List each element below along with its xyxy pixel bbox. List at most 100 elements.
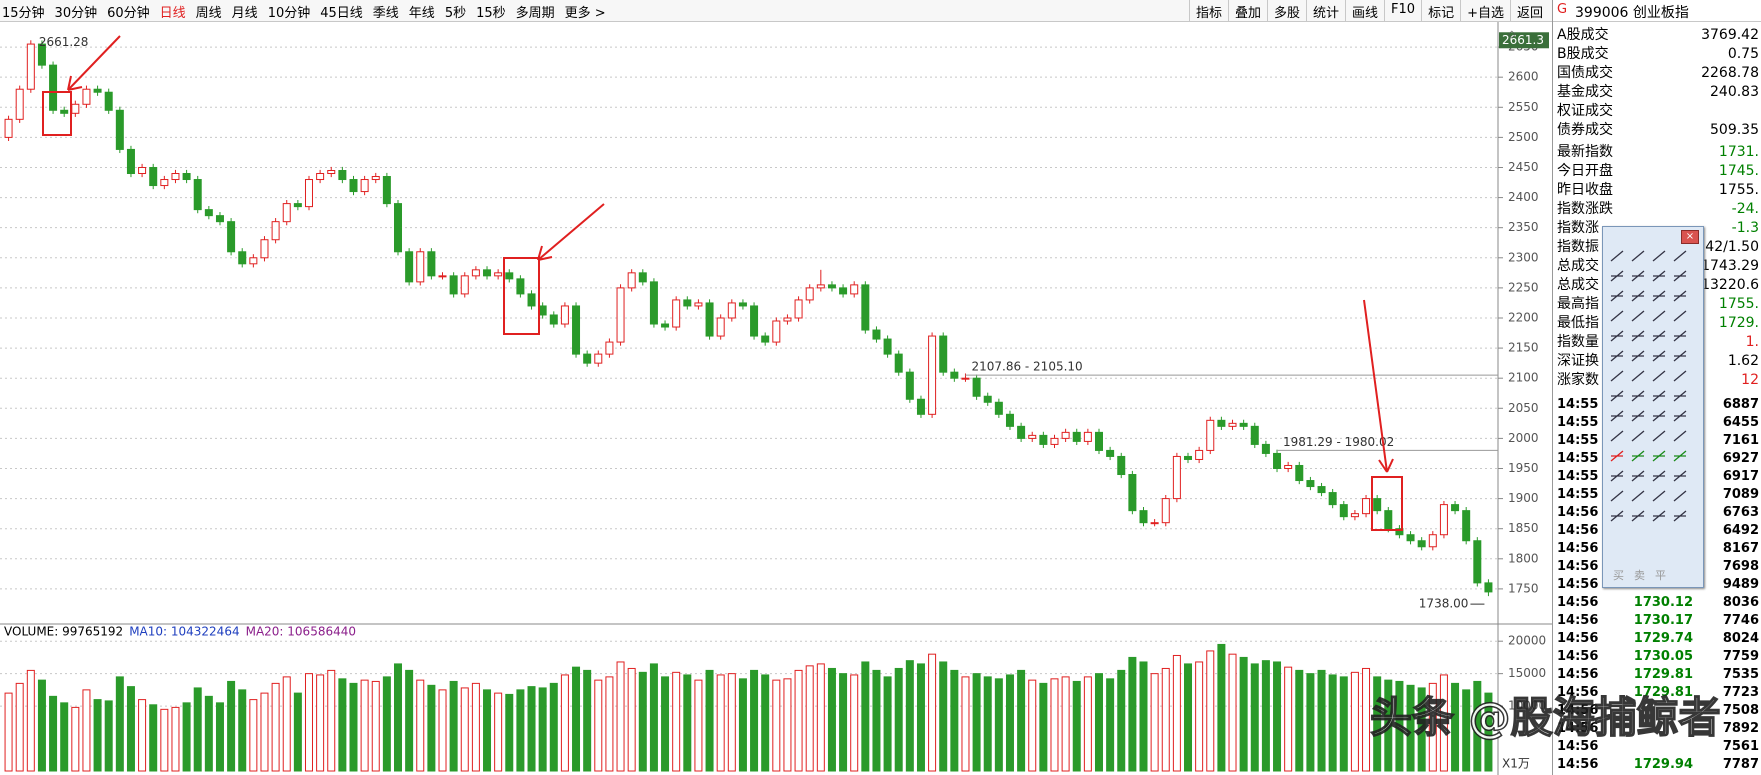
palette-icon[interactable] xyxy=(1631,510,1645,522)
palette-icon[interactable] xyxy=(1673,270,1687,282)
palette-icon[interactable] xyxy=(1610,370,1624,382)
palette-icon[interactable] xyxy=(1652,370,1666,382)
palette-icon[interactable] xyxy=(1631,290,1645,302)
palette-icon[interactable] xyxy=(1673,350,1687,362)
quote-row: 涨家数 12 xyxy=(1557,371,1759,390)
palette-icon[interactable] xyxy=(1673,390,1687,402)
tool-button[interactable]: 多股 xyxy=(1266,0,1306,21)
quote-label: 最新指数 xyxy=(1557,144,1613,160)
period-tab[interactable]: 月线 xyxy=(231,6,258,21)
palette-icon[interactable] xyxy=(1652,330,1666,342)
palette-icon[interactable] xyxy=(1652,490,1666,502)
palette-icon[interactable] xyxy=(1652,250,1666,262)
palette-icon[interactable] xyxy=(1673,410,1687,422)
period-tab[interactable]: 5秒 xyxy=(444,6,467,21)
palette-icon[interactable] xyxy=(1610,470,1624,482)
palette-icon[interactable] xyxy=(1610,250,1624,262)
period-tab[interactable]: 30分钟 xyxy=(54,6,98,21)
palette-icon[interactable] xyxy=(1610,270,1624,282)
volume-bar xyxy=(360,679,369,772)
palette-icon[interactable] xyxy=(1673,330,1687,342)
palette-icon[interactable] xyxy=(1652,390,1666,402)
volume-bar xyxy=(605,676,614,772)
period-tab[interactable]: 日线 xyxy=(159,6,186,21)
volume-bar xyxy=(516,689,525,772)
period-tabs: 15分钟 30分钟 60分钟 日线 周线 月线 10分钟 45日线 季线 年线 5秒 15秒 多周期 更多… xyxy=(2,2,606,21)
palette-icon[interactable] xyxy=(1652,350,1666,362)
palette-icon[interactable] xyxy=(1610,510,1624,522)
period-tab[interactable]: 季线 xyxy=(372,6,399,21)
period-tab[interactable]: 多周期 xyxy=(515,6,555,21)
palette-icon[interactable] xyxy=(1610,490,1624,502)
close-button[interactable]: × xyxy=(1681,230,1699,244)
tool-button[interactable]: 标记 xyxy=(1421,0,1460,21)
tool-button[interactable]: F10 xyxy=(1384,0,1421,21)
palette-icon[interactable] xyxy=(1610,390,1624,402)
volume-bar xyxy=(1395,680,1404,772)
palette-icon[interactable] xyxy=(1652,430,1666,442)
palette-icon[interactable] xyxy=(1631,270,1645,282)
palette-icon[interactable] xyxy=(1610,290,1624,302)
period-tab[interactable]: 更多 > xyxy=(564,6,606,21)
palette-icon[interactable] xyxy=(1610,330,1624,342)
drawing-palette[interactable]: × 买卖平 xyxy=(1602,226,1704,588)
palette-icon[interactable] xyxy=(1652,510,1666,522)
tool-button[interactable]: 叠加 xyxy=(1227,0,1267,21)
period-tab[interactable]: 周线 xyxy=(195,6,222,21)
tool-button[interactable]: 画线 xyxy=(1345,0,1384,21)
period-tab[interactable]: 60分钟 xyxy=(107,6,150,21)
palette-icon[interactable] xyxy=(1652,450,1666,462)
palette-icon[interactable] xyxy=(1673,310,1687,322)
y-tick-label: 2050 xyxy=(1508,401,1539,415)
tool-button[interactable]: 统计 xyxy=(1306,0,1345,21)
candle-body xyxy=(928,335,937,415)
palette-icon[interactable] xyxy=(1631,450,1645,462)
palette-icon[interactable] xyxy=(1673,290,1687,302)
candle-body xyxy=(750,305,759,337)
palette-icon[interactable] xyxy=(1631,410,1645,422)
palette-icon[interactable] xyxy=(1652,470,1666,482)
palette-icon[interactable] xyxy=(1631,390,1645,402)
period-tab[interactable]: 45日线 xyxy=(320,6,363,21)
tool-button[interactable]: 返回 xyxy=(1509,0,1549,21)
tick-time: 14:56 xyxy=(1557,595,1599,610)
volume-bar xyxy=(93,699,102,772)
palette-icon[interactable] xyxy=(1610,430,1624,442)
palette-icon[interactable] xyxy=(1673,490,1687,502)
palette-icon[interactable] xyxy=(1631,470,1645,482)
period-tab[interactable]: 10分钟 xyxy=(267,6,311,21)
volume-bar xyxy=(1150,673,1159,772)
palette-icon[interactable] xyxy=(1610,350,1624,362)
tick-time: 14:56 xyxy=(1557,505,1599,520)
palette-icon[interactable] xyxy=(1673,470,1687,482)
period-tab[interactable]: 15分钟 xyxy=(2,6,45,21)
palette-icon[interactable] xyxy=(1610,310,1624,322)
volume-bar xyxy=(950,669,959,772)
palette-icon[interactable] xyxy=(1652,290,1666,302)
palette-icon[interactable] xyxy=(1610,450,1624,462)
chart-bg xyxy=(0,22,1552,775)
palette-icon[interactable] xyxy=(1631,330,1645,342)
candle-body xyxy=(304,179,313,208)
palette-icon[interactable] xyxy=(1673,510,1687,522)
palette-icon[interactable] xyxy=(1631,490,1645,502)
palette-icon[interactable] xyxy=(1652,310,1666,322)
palette-icon[interactable] xyxy=(1631,250,1645,262)
palette-icon[interactable] xyxy=(1631,370,1645,382)
palette-icon[interactable] xyxy=(1652,270,1666,282)
palette-icon[interactable] xyxy=(1673,370,1687,382)
candle-body xyxy=(961,377,970,380)
tool-button[interactable]: 指标 xyxy=(1188,0,1228,21)
palette-icon[interactable] xyxy=(1631,430,1645,442)
palette-icon[interactable] xyxy=(1631,310,1645,322)
palette-icon[interactable] xyxy=(1652,410,1666,422)
period-tab[interactable]: 年线 xyxy=(408,6,435,21)
quote-label: 指数振 xyxy=(1557,239,1599,255)
palette-icon[interactable] xyxy=(1673,450,1687,462)
period-tab[interactable]: 15秒 xyxy=(476,6,506,21)
palette-icon[interactable] xyxy=(1673,430,1687,442)
palette-icon[interactable] xyxy=(1673,250,1687,262)
tool-button[interactable]: +自选 xyxy=(1460,0,1510,21)
palette-icon[interactable] xyxy=(1610,410,1624,422)
palette-icon[interactable] xyxy=(1631,350,1645,362)
